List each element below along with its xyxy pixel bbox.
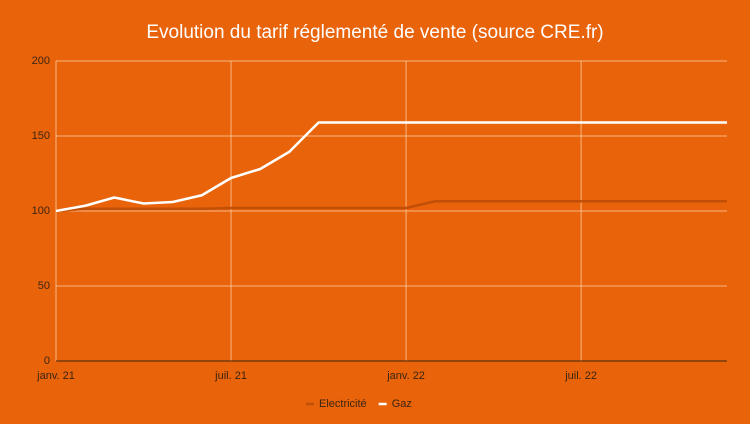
y-tick-label: 200 (32, 55, 50, 67)
y-tick-label: 0 (44, 355, 50, 367)
legend-label: Electricité (319, 398, 367, 410)
x-tick-label: janv. 21 (36, 370, 75, 382)
y-tick-label: 100 (32, 205, 50, 217)
line-series (55, 121, 727, 213)
y-tick-label: 50 (38, 280, 50, 292)
line-series (55, 200, 727, 213)
chart-title: Evolution du tarif réglementé de vente (… (146, 22, 603, 43)
y-tick-label: 150 (32, 130, 50, 142)
legend-label: Gaz (392, 398, 412, 410)
x-tick-label: janv. 22 (386, 370, 425, 382)
x-tick-label: juil. 22 (564, 370, 597, 382)
x-tick-label: juil. 21 (214, 370, 247, 382)
